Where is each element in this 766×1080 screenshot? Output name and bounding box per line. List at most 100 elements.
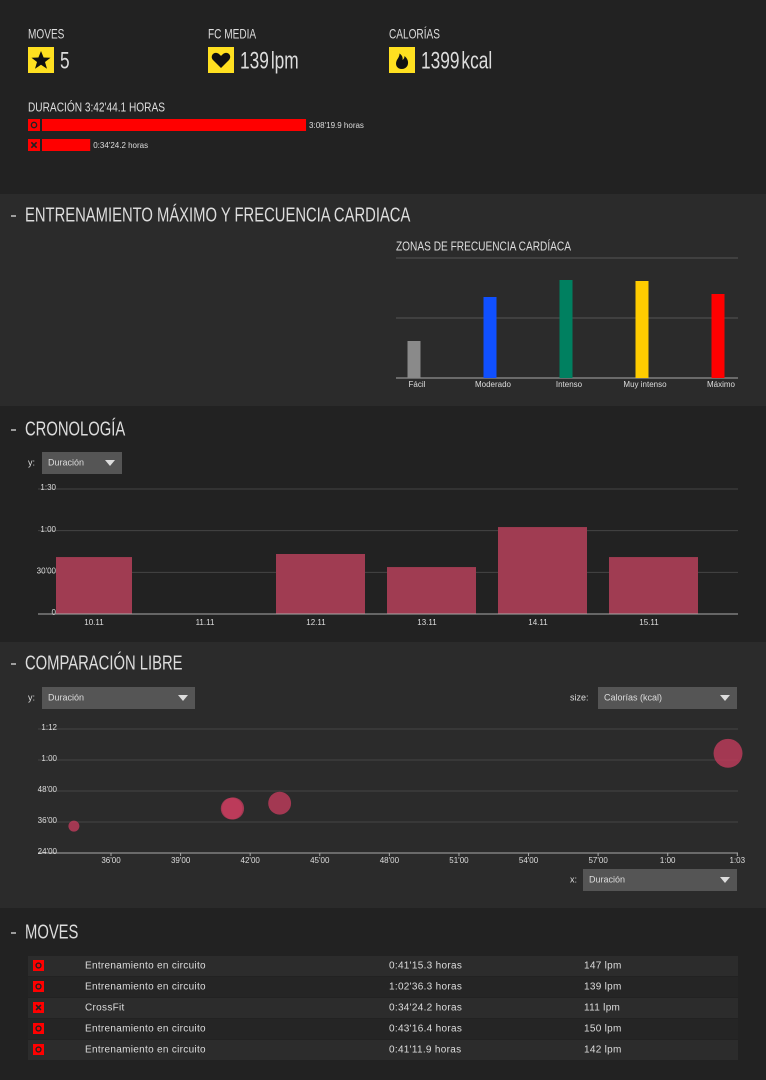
table-cell: 0:41'15.3 horas [389, 961, 462, 972]
summary-value: 1399 [421, 48, 459, 74]
x-tick-label: 42'00 [241, 856, 261, 865]
table-row[interactable] [28, 1019, 738, 1039]
scatter-point [268, 791, 292, 815]
timeline-bar [276, 554, 365, 614]
table-cell: 0:34'24.2 horas [389, 1003, 462, 1014]
table-row[interactable] [28, 977, 738, 997]
scatter-point [220, 797, 243, 820]
circuit-icon [28, 119, 40, 131]
y-tick-label: 1:00 [40, 525, 56, 534]
dropdown[interactable] [42, 687, 195, 709]
chart-title: ZONAS DE FRECUENCIA CARDÍACA [396, 239, 571, 253]
table-cell: 111 lpm [584, 1003, 620, 1014]
y-tick-label: 30'00 [37, 566, 57, 575]
table-row[interactable] [28, 956, 738, 976]
circuit-icon-glyph [30, 121, 38, 129]
duration-label: 3:08'19.9 horas [309, 121, 364, 130]
dropdown[interactable] [42, 452, 122, 474]
circuit-icon-glyph [35, 1025, 42, 1032]
x-tick-label: 15.11 [639, 618, 659, 627]
zone-bar [407, 341, 421, 378]
dropdown-value: Calorías (kcal) [604, 692, 662, 702]
summary-unit: kcal [461, 48, 492, 74]
y-tick-label: 1:12 [41, 723, 57, 732]
y-tick-label: 48'00 [38, 785, 58, 794]
x-tick-label: 48'00 [380, 856, 400, 865]
summary-icon-glyph [211, 52, 231, 68]
y-tick-label: 36'00 [38, 816, 58, 825]
section-title: COMPARACIÓN LIBRE [25, 650, 182, 674]
control-label: x: [570, 874, 577, 884]
summary-icon-glyph [396, 53, 409, 69]
crossfit-icon-glyph [30, 141, 38, 149]
summary-value: 5 [60, 48, 70, 74]
y-tick-label: 0 [52, 608, 57, 617]
table-cell: 1:02'36.3 horas [389, 982, 462, 993]
dropdown[interactable] [583, 869, 737, 891]
circuit-icon-glyph [35, 1046, 42, 1053]
table-row[interactable] [28, 1040, 738, 1060]
control-label: y: [28, 692, 35, 702]
circuit-icon [33, 981, 44, 992]
zone-bar [559, 280, 573, 378]
section-title: CRONOLOGÍA [25, 417, 125, 440]
duration-bar [42, 119, 307, 131]
table-cell: 150 lpm [584, 1024, 622, 1035]
x-tick-label: 1:03 [730, 856, 746, 865]
dropdown-value: Duración [48, 692, 84, 702]
duration-bar [42, 139, 91, 151]
x-tick-label: Máximo [707, 380, 736, 389]
table-cell: 142 lpm [584, 1045, 622, 1056]
x-tick-label: 51'00 [449, 856, 469, 865]
circuit-icon-glyph [35, 962, 42, 969]
dropdown-value: Duración [48, 457, 84, 467]
x-tick-label: Fácil [409, 380, 426, 389]
table-cell: Entrenamiento en circuito [85, 1024, 206, 1035]
table-cell: Entrenamiento en circuito [85, 961, 206, 972]
circuit-icon [33, 1023, 44, 1034]
x-tick-label: 14.11 [528, 618, 548, 627]
x-tick-label: Muy intenso [623, 380, 667, 389]
table-cell: 147 lpm [584, 961, 622, 972]
x-tick-label: 45'00 [310, 856, 330, 865]
duration-title: DURACIÓN 3:42'44.1 HORAS [28, 100, 165, 114]
summary-unit: lpm [271, 48, 299, 74]
table-cell: CrossFit [85, 1003, 125, 1014]
dropdown-arrow [105, 460, 115, 466]
table-cell: 0:41'11.9 horas [389, 1045, 461, 1056]
x-tick-label: 12.11 [306, 618, 326, 627]
scatter-points [68, 738, 743, 832]
dropdown-arrow [720, 877, 730, 883]
circuit-icon [33, 1044, 44, 1055]
dropdown-value: Duración [589, 874, 625, 884]
comparison-panel [0, 642, 766, 908]
zone-bar [635, 281, 649, 378]
y-tick-label: 24'00 [38, 847, 58, 856]
x-tick-label: 39'00 [171, 856, 191, 865]
summary-label: MOVES [28, 26, 64, 42]
x-tick-label: Intenso [556, 380, 583, 389]
summary-label: CALORÍAS [389, 25, 440, 42]
circuit-icon-glyph [35, 983, 42, 990]
zone-bar [483, 297, 497, 378]
summary-panel [0, 0, 766, 193]
x-tick-label: 13.11 [417, 618, 437, 627]
x-tick-label: 11.11 [196, 618, 215, 627]
x-tick-label: 1:00 [660, 856, 676, 865]
duration-label: 0:34'24.2 horas [93, 141, 148, 150]
table-row[interactable] [28, 998, 738, 1018]
scatter-point [713, 738, 743, 768]
summary-icon-glyph [31, 51, 51, 69]
y-tick-label: 1:30 [40, 483, 56, 492]
zone-bar [711, 294, 725, 378]
table-cell: 139 lpm [584, 982, 622, 993]
summary-value: 139 [240, 48, 269, 74]
dropdown[interactable] [598, 687, 737, 709]
circuit-icon [33, 960, 44, 971]
table-cell: Entrenamiento en circuito [85, 1045, 206, 1056]
control-label: size: [570, 692, 589, 702]
x-tick-label: 36'00 [101, 856, 121, 865]
x-tick-label: Moderado [475, 380, 512, 389]
table-cell: Entrenamiento en circuito [85, 982, 206, 993]
dropdown-arrow [178, 695, 188, 701]
